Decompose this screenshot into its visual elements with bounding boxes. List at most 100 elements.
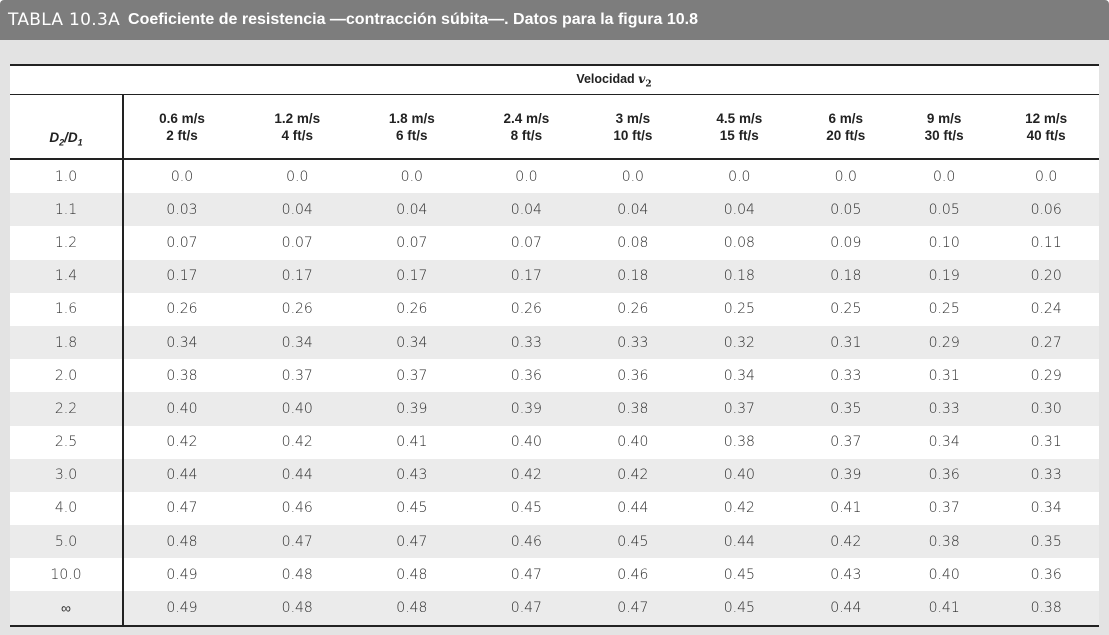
coefficient-cell: 0.04 — [682, 193, 797, 227]
coefficient-cell: 0.48 — [239, 591, 355, 627]
table-row: 2.2 0.40 0.40 0.39 0.39 0.38 0.37 0.35 0.33 0.30 — [10, 392, 1099, 426]
coefficient-cell: 0.39 — [796, 458, 895, 492]
coefficient-cell: 0.32 — [682, 325, 797, 360]
coefficient-cell: 0.49 — [166, 566, 198, 583]
coefficient-cell: 0.08 — [723, 234, 755, 251]
coefficient-cell: 0.24 — [1030, 301, 1062, 318]
column-header-row: D2/D1 0.6 m/s 2 ft/s 1.2 m/s 4 ft/s 1.8 m/s 6… — [10, 94, 1099, 160]
coefficient-cell: 0.26 — [281, 301, 313, 318]
diameter-ratio-cell: 1.8 — [10, 325, 124, 360]
resistance-coefficient-table: Velocidad v2 D2/D1 0.6 m/s 2 ft/s 1.2 m/s 4… — [10, 64, 1099, 627]
diameter-ratio-cell: 1.2 — [10, 226, 124, 260]
diameter-ratio-cell: 10.0 — [10, 558, 124, 592]
coefficient-cell: 0.44 — [796, 591, 895, 627]
coefficient-cell: 0.45 — [396, 500, 428, 517]
coefficient-cell: 0.37 — [682, 392, 797, 426]
velocity-us: 2 ft/s — [166, 127, 198, 143]
coefficient-cell: 0.29 — [1030, 367, 1062, 384]
coefficient-cell: 0.26 — [510, 301, 542, 318]
coefficient-cell: 0.47 — [469, 591, 584, 627]
coefficient-cell: 0.39 — [354, 392, 470, 426]
coefficient-cell: 0.0 — [834, 168, 857, 185]
coefficient-cell: 0.34 — [239, 325, 355, 360]
coefficient-cell: 0.47 — [583, 591, 683, 627]
table-row: 4.0 0.47 0.46 0.45 0.45 0.44 0.42 0.41 0.37 0.34 — [10, 491, 1099, 526]
coefficient-cell: 0.45 — [510, 500, 542, 517]
coefficient-cell: 0.43 — [830, 566, 862, 583]
coefficient-cell: 0.36 — [510, 367, 542, 384]
coefficient-cell: 0.48 — [354, 591, 470, 627]
coefficient-cell: 0.36 — [617, 367, 649, 384]
coefficient-cell: 0.34 — [723, 367, 755, 384]
velocity-si: 0.6 m/s — [159, 110, 205, 126]
coefficient-cell: 0.33 — [469, 325, 584, 360]
velocity-us: 10 ft/s — [613, 127, 653, 143]
coefficient-cell: 0.45 — [583, 525, 683, 559]
coefficient-cell: 0.17 — [469, 259, 584, 293]
coefficient-cell: 0.33 — [830, 367, 862, 384]
coefficient-cell: 0.0 — [621, 168, 644, 185]
coefficient-cell: 0.04 — [354, 193, 470, 227]
coefficient-cell: 0.38 — [723, 434, 755, 451]
coefficient-cell: 0.41 — [894, 591, 994, 627]
coefficient-cell: 0.27 — [993, 325, 1099, 360]
velocity-column-header: 0.6 m/s 2 ft/s — [123, 94, 240, 160]
velocity-us: 15 ft/s — [719, 127, 759, 143]
coefficient-cell: 0.44 — [617, 500, 649, 517]
coefficient-cell: 0.41 — [396, 434, 428, 451]
coefficient-cell: 0.34 — [928, 434, 960, 451]
coefficient-cell: 0.38 — [166, 367, 198, 384]
diameter-ratio-cell: 1.4 — [10, 259, 124, 293]
velocity-label: Velocidad — [576, 71, 635, 86]
coefficient-cell: 0.45 — [682, 591, 797, 627]
velocity-si: 9 m/s — [926, 110, 962, 126]
diameter-ratio-cell: ∞ — [10, 591, 124, 627]
velocity-column-header: 1.2 m/s 4 ft/s — [239, 94, 355, 160]
coefficient-cell: 0.48 — [281, 566, 313, 583]
velocity-column-header: 6 m/s 20 ft/s — [796, 94, 895, 160]
coefficient-cell: 0.0 — [933, 168, 956, 185]
coefficient-cell: 0.31 — [796, 325, 895, 360]
coefficient-cell: 0.46 — [281, 500, 313, 517]
coefficient-cell: 0.34 — [354, 325, 470, 360]
coefficient-cell: 0.38 — [993, 591, 1099, 627]
coefficient-cell: 0.42 — [166, 434, 198, 451]
coefficient-cell: 0.05 — [796, 193, 895, 227]
table-row: 5.0 0.48 0.47 0.47 0.46 0.45 0.44 0.42 0.38 0.35 — [10, 525, 1099, 559]
table-title-bar: TABLA 10.3A Coeficiente de resistencia —… — [0, 0, 1109, 40]
diameter-ratio-cell: 4.0 — [10, 491, 124, 526]
table-row: 10.0 0.49 0.48 0.48 0.47 0.46 0.45 0.43 0.40 0.36 — [10, 558, 1099, 592]
coefficient-cell: 0.48 — [396, 566, 428, 583]
table-row: ∞ 0.49 0.48 0.48 0.47 0.47 0.45 0.44 0.41 0.38 — [10, 591, 1099, 627]
table-body: 1.0 0.0 0.0 0.0 0.0 0.0 0.0 0.0 0.0 0.0 1.1 0.03 0.0… — [10, 159, 1099, 627]
coefficient-cell: 0.45 — [723, 566, 755, 583]
velocity-column-header: 3 m/s 10 ft/s — [583, 94, 683, 160]
coefficient-cell: 0.0 — [1035, 168, 1058, 185]
table-row: 2.5 0.42 0.42 0.41 0.40 0.40 0.38 0.37 0.34 0.31 — [10, 425, 1099, 459]
coefficient-cell: 0.44 — [123, 458, 240, 492]
table-panel: Velocidad v2 D2/D1 0.6 m/s 2 ft/s 1.2 m/s 4… — [0, 40, 1109, 635]
velocity-si: 12 m/s — [1025, 110, 1068, 126]
coefficient-cell: 0.37 — [396, 367, 428, 384]
coefficient-cell: 0.33 — [583, 325, 683, 360]
coefficient-cell: 0.29 — [894, 325, 994, 360]
coefficient-cell: 0.18 — [682, 259, 797, 293]
coefficient-cell: 0.38 — [583, 392, 683, 426]
velocity-us: 8 ft/s — [510, 127, 543, 143]
coefficient-cell: 0.38 — [894, 525, 994, 559]
velocity-us: 30 ft/s — [924, 127, 964, 143]
coefficient-cell: 0.46 — [617, 566, 649, 583]
coefficient-cell: 0.40 — [510, 434, 542, 451]
coefficient-cell: 0.44 — [682, 525, 797, 559]
coefficient-cell: 0.37 — [281, 367, 313, 384]
coefficient-cell: 0.06 — [993, 193, 1099, 227]
table-row: 1.2 0.07 0.07 0.07 0.07 0.08 0.08 0.09 0.10 0.11 — [10, 226, 1099, 260]
coefficient-cell: 0.0 — [170, 168, 194, 185]
coefficient-cell: 0.34 — [123, 325, 240, 360]
coefficient-cell: 0.35 — [993, 525, 1099, 559]
velocity-si: 4.5 m/s — [716, 110, 763, 126]
diameter-ratio-cell: 1.6 — [10, 292, 124, 326]
velocity-si: 3 m/s — [615, 110, 651, 126]
coefficient-cell: 0.18 — [583, 259, 683, 293]
coefficient-cell: 0.36 — [1030, 566, 1062, 583]
